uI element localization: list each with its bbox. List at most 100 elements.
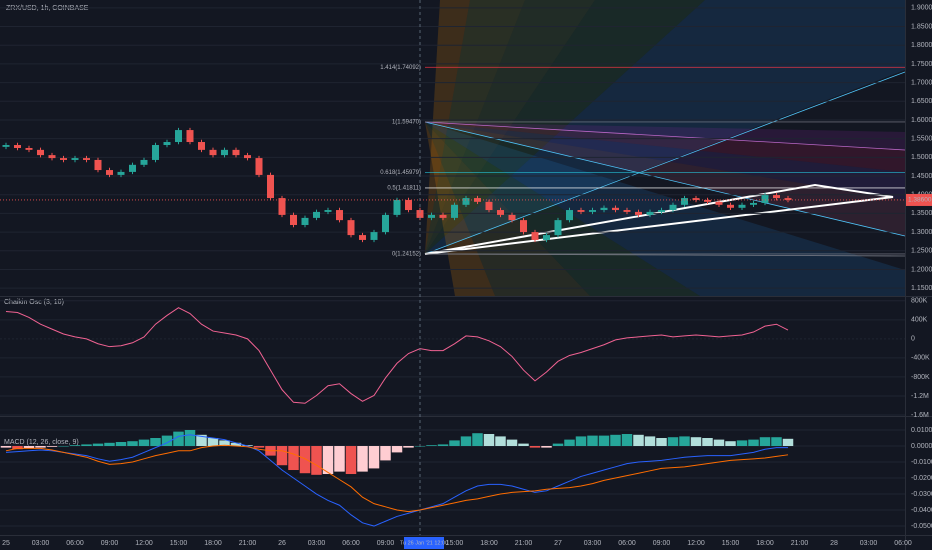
crosshair-tag bbox=[404, 537, 444, 549]
x-tick-label: 28 bbox=[830, 540, 838, 547]
candle-body bbox=[784, 198, 792, 200]
candle-body bbox=[382, 214, 389, 233]
candle-body bbox=[336, 210, 343, 221]
candle-body bbox=[405, 199, 412, 211]
histogram-bar bbox=[138, 439, 150, 447]
fib-label: 1(1.59470) bbox=[392, 120, 421, 126]
histogram-bar bbox=[368, 446, 380, 469]
indicator-line bbox=[5, 444, 789, 513]
fan-zone bbox=[425, 122, 905, 172]
y-tick-label: 1.85000 bbox=[911, 23, 932, 30]
x-tick-label: 06:00 bbox=[66, 540, 84, 547]
histogram-bar bbox=[564, 439, 575, 447]
fib-label: 0.5(1.41811) bbox=[387, 186, 421, 192]
histogram-bar bbox=[449, 440, 460, 447]
histogram-bar bbox=[460, 436, 472, 447]
x-tick-label: 12:00 bbox=[687, 540, 705, 547]
y-tick-label: -400K bbox=[911, 355, 930, 362]
candle-body bbox=[209, 149, 217, 156]
histogram-bar bbox=[437, 444, 449, 447]
x-tick-label: 03:00 bbox=[308, 540, 326, 547]
candle-body bbox=[290, 214, 297, 225]
candle-body bbox=[255, 158, 263, 175]
candle-body bbox=[738, 204, 746, 208]
candle-body bbox=[727, 204, 734, 208]
x-tick-label: 03:00 bbox=[584, 540, 602, 547]
histogram-bar bbox=[357, 446, 368, 472]
histogram-bar bbox=[690, 437, 702, 447]
y-tick-label: 1.65000 bbox=[911, 98, 932, 105]
histogram-bar bbox=[184, 430, 196, 447]
histogram-bar bbox=[23, 446, 35, 449]
x-tick-label: 03:00 bbox=[32, 540, 50, 547]
histogram-bar bbox=[46, 446, 58, 447]
candle-body bbox=[646, 211, 654, 215]
candle-body bbox=[71, 158, 79, 160]
x-tick-label: 18:00 bbox=[480, 540, 498, 547]
indicator-line bbox=[5, 307, 789, 404]
candle-body bbox=[600, 207, 608, 211]
y-tick-label: 1.35000 bbox=[911, 210, 932, 217]
histogram-bar bbox=[196, 434, 207, 447]
histogram-bar bbox=[288, 446, 299, 471]
candle-body bbox=[462, 198, 470, 205]
histogram-bar bbox=[529, 446, 541, 448]
histogram-bar bbox=[483, 434, 495, 447]
fan-zone bbox=[425, 122, 590, 296]
candle-body bbox=[163, 142, 171, 146]
y-tick-label: 400K bbox=[911, 317, 928, 324]
candle-body bbox=[658, 210, 665, 212]
candle-body bbox=[129, 164, 136, 172]
fan-line bbox=[424, 121, 906, 237]
histogram-bar bbox=[713, 439, 725, 447]
y-tick-label: -1.2M bbox=[911, 393, 929, 400]
y-tick-label: 1.55000 bbox=[911, 136, 932, 143]
fan-line bbox=[424, 71, 906, 255]
pane-title: Chaikin Osc (3, 10) bbox=[4, 299, 64, 306]
histogram-bar bbox=[58, 446, 69, 447]
candle-body bbox=[704, 199, 711, 202]
x-tick-label: 18:00 bbox=[204, 540, 222, 547]
x-tick-label: 06:00 bbox=[618, 540, 636, 547]
x-tick-label: 15:00 bbox=[722, 540, 740, 547]
candle-body bbox=[313, 211, 320, 218]
histogram-bar bbox=[207, 438, 219, 447]
candle-body bbox=[416, 210, 424, 218]
histogram-bar bbox=[472, 433, 483, 447]
candle-body bbox=[370, 232, 378, 240]
candle-body bbox=[278, 198, 286, 215]
histogram-bar bbox=[380, 446, 391, 461]
y-tick-label: -0.050000 bbox=[911, 523, 932, 530]
fib-label: 1.414(1.74092) bbox=[380, 65, 421, 71]
candle-body bbox=[623, 210, 631, 212]
candle-body bbox=[508, 214, 516, 221]
histogram-bar bbox=[276, 446, 288, 466]
y-tick-label: 1.45000 bbox=[911, 173, 932, 180]
y-tick-label: 1.80000 bbox=[911, 42, 932, 49]
histogram-bar bbox=[69, 445, 81, 447]
pane-title: MACD (12, 26, close, 9) bbox=[4, 439, 79, 446]
histogram-bar bbox=[782, 438, 794, 447]
histogram-bar bbox=[656, 438, 667, 447]
histogram-bar bbox=[426, 445, 437, 447]
candle-body bbox=[554, 220, 562, 236]
x-tick-label: 15:00 bbox=[446, 540, 464, 547]
candle-body bbox=[531, 232, 539, 240]
fib-label: 0.618(1.45979) bbox=[380, 170, 421, 176]
histogram-bar bbox=[667, 437, 679, 447]
candle-body bbox=[589, 210, 596, 212]
y-tick-label: 0.010000 bbox=[911, 427, 932, 434]
candle-body bbox=[324, 210, 332, 212]
histogram-bar bbox=[0, 446, 12, 448]
y-tick-label: -1.6M bbox=[911, 412, 929, 419]
histogram-bar bbox=[334, 446, 345, 472]
histogram-bar bbox=[391, 446, 403, 453]
histogram-bar bbox=[518, 443, 529, 447]
candle-body bbox=[497, 210, 504, 215]
histogram-bar bbox=[173, 431, 184, 447]
histogram-bar bbox=[299, 446, 311, 474]
x-tick-label: 21:00 bbox=[239, 540, 257, 547]
fan-zone bbox=[425, 122, 495, 296]
